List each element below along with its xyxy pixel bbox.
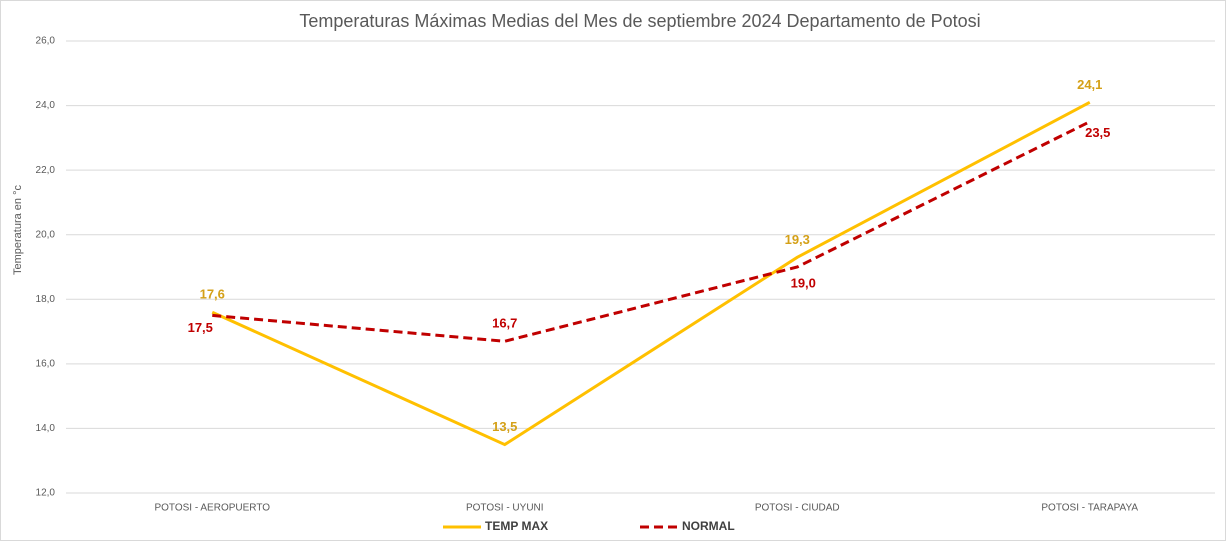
data-label: 23,5 bbox=[1085, 125, 1110, 140]
y-tick-label: 26,0 bbox=[36, 36, 56, 47]
series-line bbox=[212, 120, 1091, 343]
y-tick-label: 14,0 bbox=[36, 423, 56, 434]
data-label: 16,7 bbox=[492, 316, 517, 331]
x-tick-label: POTOSI - AEROPUERTO bbox=[154, 503, 270, 514]
data-label: 24,1 bbox=[1077, 77, 1102, 92]
data-label: 17,6 bbox=[200, 287, 225, 302]
y-tick-label: 20,0 bbox=[36, 229, 56, 240]
y-axis-label: Temperatura en °c bbox=[12, 185, 24, 275]
y-tick-label: 18,0 bbox=[36, 294, 56, 305]
data-label: 19,3 bbox=[785, 232, 810, 247]
y-tick-label: 12,0 bbox=[36, 488, 56, 499]
x-tick-label: POTOSI - TARAPAYA bbox=[1041, 503, 1138, 514]
data-label: 19,0 bbox=[791, 275, 816, 290]
y-tick-label: 22,0 bbox=[36, 165, 56, 176]
chart-title: Temperaturas Máximas Medias del Mes de s… bbox=[299, 11, 980, 31]
legend-label: TEMP MAX bbox=[485, 519, 548, 533]
x-tick-label: POTOSI - UYUNI bbox=[466, 503, 544, 514]
series-line bbox=[211, 101, 1091, 447]
legend-label: NORMAL bbox=[682, 519, 735, 533]
data-label: 13,5 bbox=[492, 419, 517, 434]
x-tick-label: POTOSI - CIUDAD bbox=[755, 503, 840, 514]
y-tick-label: 24,0 bbox=[36, 100, 56, 111]
data-label: 17,5 bbox=[188, 320, 213, 335]
y-tick-label: 16,0 bbox=[36, 358, 56, 369]
